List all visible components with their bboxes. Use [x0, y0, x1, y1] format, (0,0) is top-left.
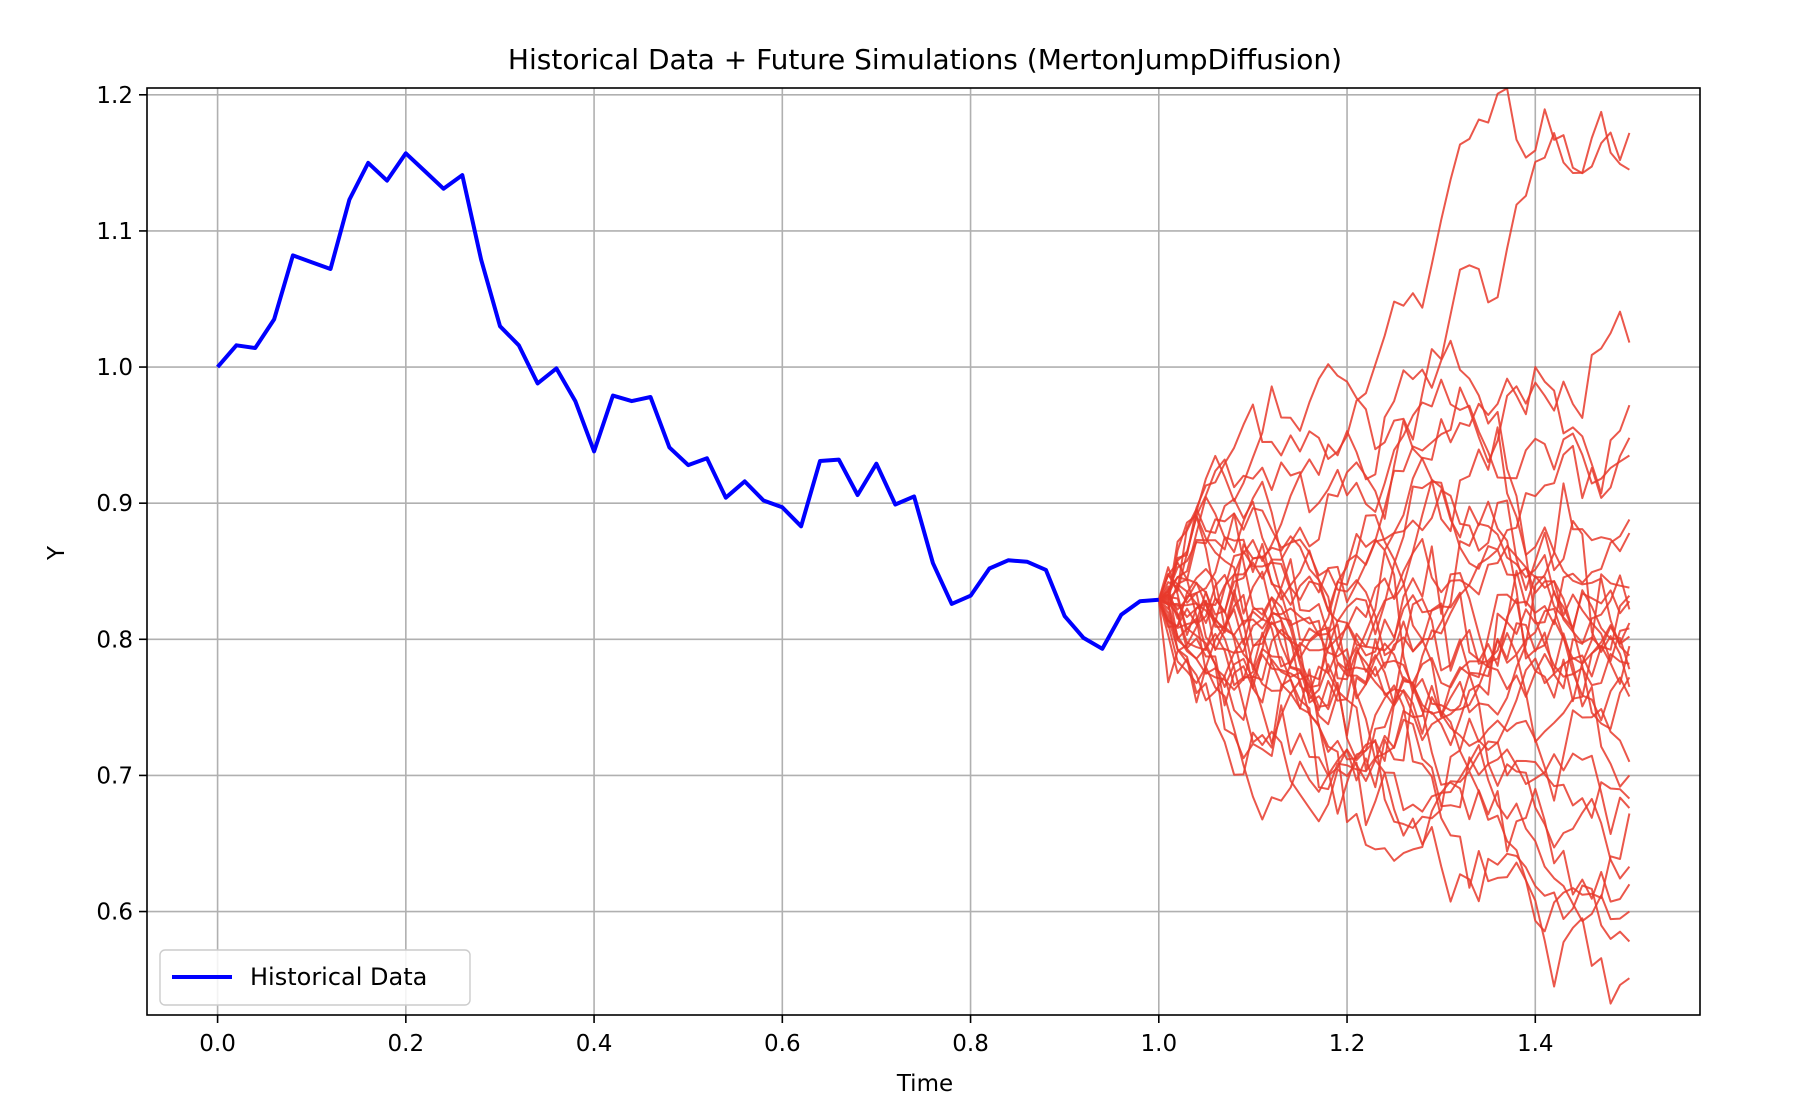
simulation-path — [1158, 595, 1631, 880]
simulation-path — [1158, 548, 1631, 721]
simulation-path — [1158, 550, 1631, 747]
simulation-path — [1157, 566, 1630, 1005]
y-axis-label: Y — [44, 545, 70, 561]
y-tick-label: 0.8 — [96, 627, 133, 653]
x-tick-label: 0.4 — [576, 1031, 613, 1057]
simulation-path — [1158, 419, 1631, 678]
simulation-path — [1157, 426, 1631, 685]
simulation-path — [1158, 514, 1631, 730]
x-axis-label: Time — [896, 1071, 953, 1097]
simulation-path — [1158, 87, 1631, 601]
x-tick-label: 0.8 — [952, 1031, 989, 1057]
y-tick-label: 1.0 — [96, 355, 133, 381]
simulation-path — [1157, 599, 1631, 923]
simulation-paths — [1157, 87, 1631, 1005]
simulation-path — [1157, 590, 1631, 903]
simulation-path — [1157, 545, 1631, 743]
x-tick-label: 0.2 — [388, 1031, 425, 1057]
y-tick-label: 0.7 — [96, 763, 133, 789]
y-tick-label: 1.1 — [96, 219, 133, 245]
chart-title: Historical Data + Future Simulations (Me… — [508, 43, 1342, 76]
simulation-path — [1158, 437, 1631, 636]
historical-series — [216, 151, 1159, 651]
legend-label-historical: Historical Data — [250, 963, 427, 991]
x-tick-label: 1.2 — [1329, 1031, 1366, 1057]
x-tick-label: 0.0 — [199, 1031, 236, 1057]
x-tick-label: 1.4 — [1517, 1031, 1554, 1057]
legend: Historical Data — [159, 949, 471, 1006]
axis-ticks: 0.0 0.2 0.4 0.6 0.8 1.0 1.2 1.4 0.6 0.7 0.8 0.9 1.0 1… — [96, 83, 1553, 1057]
historical-data-line — [216, 151, 1159, 651]
simulation-path — [1157, 599, 1631, 943]
x-tick-label: 0.6 — [764, 1031, 801, 1057]
y-tick-label: 1.2 — [96, 83, 133, 109]
y-tick-label: 0.9 — [96, 491, 133, 517]
simulation-path — [1158, 514, 1630, 708]
simulation-path — [1158, 598, 1631, 933]
simulation-path — [1157, 339, 1630, 687]
simulation-path — [1158, 110, 1630, 602]
simulation-path — [1157, 378, 1630, 601]
y-tick-label: 0.6 — [96, 900, 133, 926]
simulation-path — [1158, 489, 1631, 688]
legend-box — [159, 949, 471, 1006]
grid-lines — [147, 88, 1700, 1015]
x-tick-label: 1.0 — [1141, 1031, 1178, 1057]
plot-area-frame — [146, 87, 1701, 1016]
